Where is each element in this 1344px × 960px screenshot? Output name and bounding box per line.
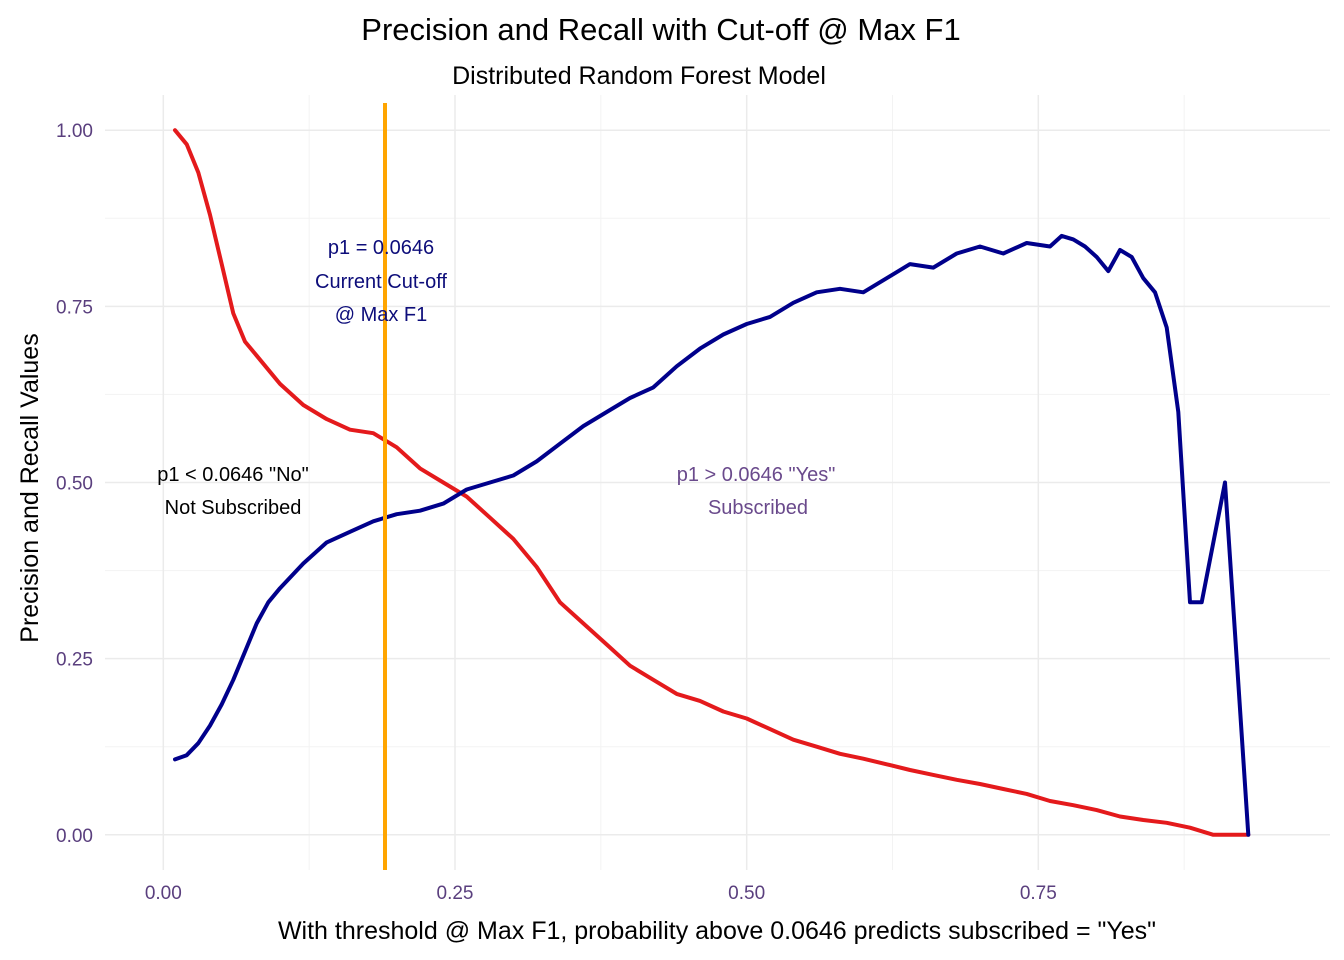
x-tick-label: 0.75: [1020, 883, 1057, 904]
y-axis-title: Precision and Recall Values: [16, 333, 44, 642]
annotation-cutoff-label: Current Cut-off: [315, 271, 447, 293]
y-tick-label: 0.75: [56, 297, 93, 318]
x-tick-label: 0.00: [145, 883, 182, 904]
chart-title: Precision and Recall with Cut-off @ Max …: [361, 12, 960, 47]
tick-labels: 0.00 0.25 0.50 0.75 0.00 0.25 0.50 0.75 1.00: [56, 121, 1057, 904]
series-layer: [173, 128, 1251, 837]
annotation-no-sub: Not Subscribed: [165, 497, 302, 519]
x-tick-label: 0.25: [437, 883, 474, 904]
y-tick-label: 0.50: [56, 474, 93, 495]
precision-line: [173, 128, 1251, 837]
annotation-cutoff-max: @ Max F1: [335, 304, 428, 326]
annotation-no-label: p1 < 0.0646 "No": [157, 464, 309, 486]
annotation-yes-label: p1 > 0.0646 "Yes": [677, 464, 836, 486]
annotation-cutoff-value: p1 = 0.0646: [328, 237, 434, 259]
y-tick-label: 0.00: [56, 826, 93, 847]
y-tick-label: 1.00: [56, 121, 93, 142]
recall-line: [173, 233, 1251, 837]
chart-subtitle: Distributed Random Forest Model: [452, 62, 826, 90]
x-axis-title: With threshold @ Max F1, probability abo…: [278, 917, 1156, 945]
y-tick-label: 0.25: [56, 650, 93, 671]
x-tick-label: 0.50: [728, 883, 765, 904]
annotation-yes-sub: Subscribed: [708, 497, 808, 519]
grid-lines: [105, 95, 1330, 870]
